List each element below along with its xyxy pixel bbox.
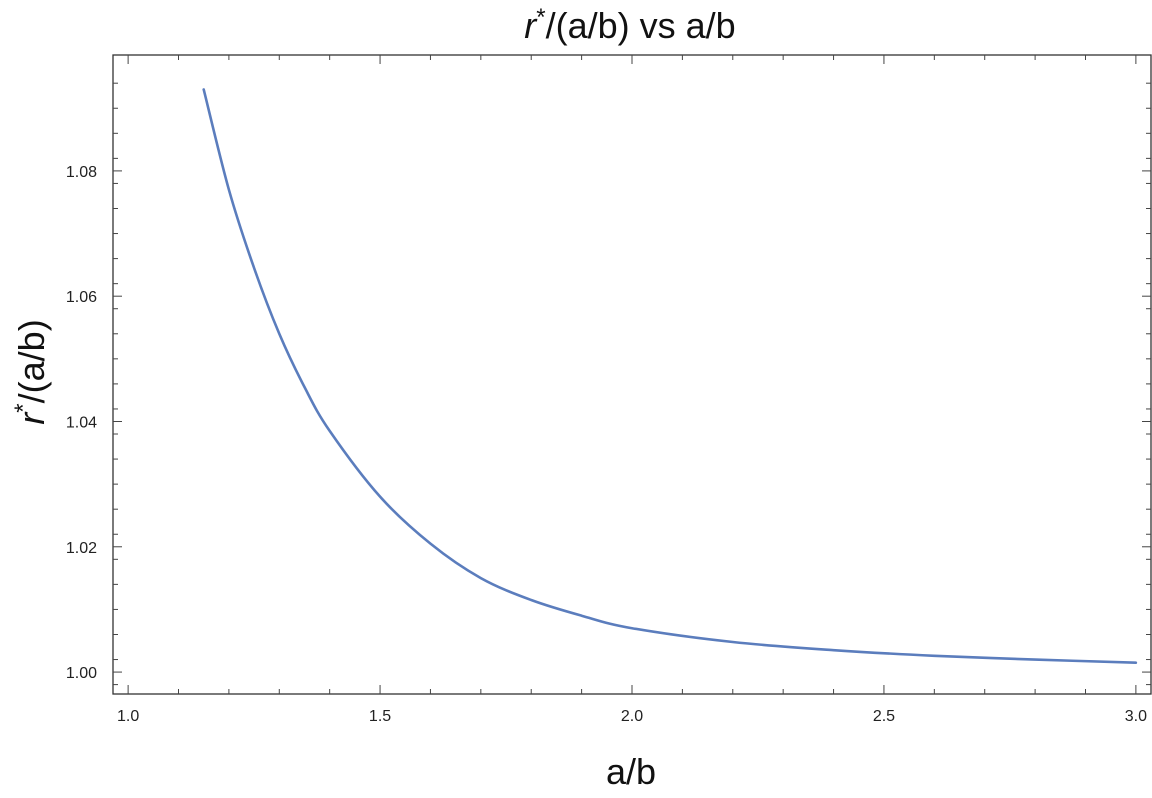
y-axis-ticks (113, 82, 1151, 686)
x-tick-label: 3.0 (1125, 708, 1147, 725)
x-axis-ticks (127, 55, 1137, 694)
y-axis-tick-labels: 1.00 1.02 1.04 1.06 1.08 (66, 164, 97, 682)
x-tick-label: 1.0 (117, 708, 139, 725)
plot-frame (112, 54, 1152, 695)
x-tick-label: 1.5 (369, 708, 391, 725)
y-axis-label: r*/(a/b) (10, 319, 53, 424)
y-tick-label: 1.00 (66, 665, 97, 682)
series-layer (202, 88, 1138, 664)
y-tick-label: 1.06 (66, 289, 97, 306)
x-axis-tick-labels: 1.0 1.5 2.0 2.5 3.0 (117, 708, 1147, 725)
series-line-0 (202, 88, 1138, 664)
x-tick-label: 2.0 (621, 708, 643, 725)
chart-title: r*/(a/b) vs a/b (524, 4, 735, 47)
y-tick-label: 1.02 (66, 540, 97, 557)
x-axis-label: a/b (606, 751, 656, 792)
y-tick-label: 1.04 (66, 414, 97, 431)
x-tick-label: 2.5 (873, 708, 895, 725)
y-tick-label: 1.08 (66, 164, 97, 181)
